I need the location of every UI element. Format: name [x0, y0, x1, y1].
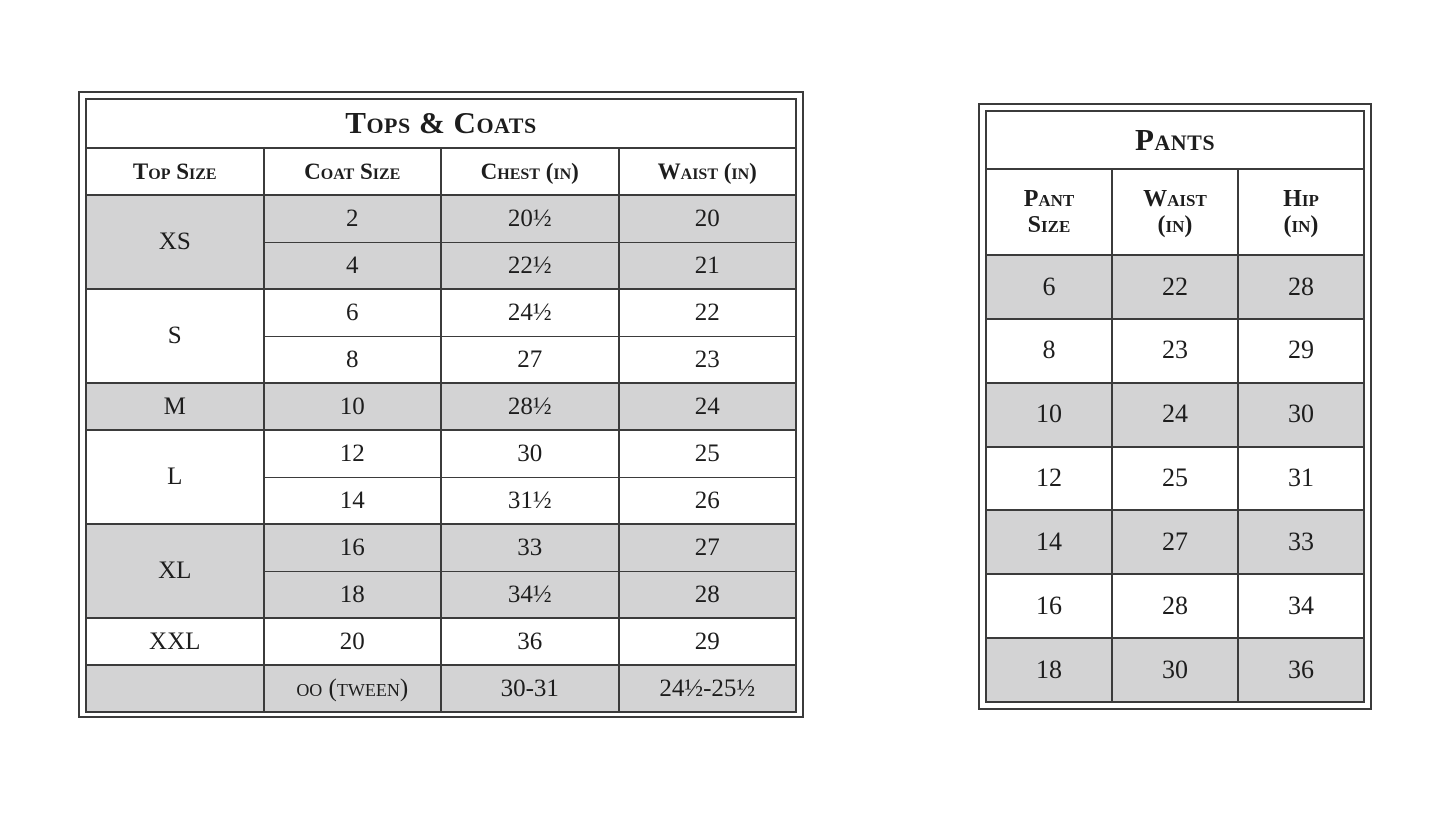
- waist-cell: 23: [1111, 317, 1239, 384]
- chest-cell: 36: [440, 617, 620, 666]
- pants-size-chart: Pants Pant Size Waist (in) Hip (in) 6 22 28 8 23 2…: [978, 103, 1372, 710]
- chest-cell: 30-31: [440, 664, 620, 713]
- table-row: 6 22 28: [985, 254, 1365, 320]
- pants-table: Pants Pant Size Waist (in) Hip (in) 6 22 28 8 23 2…: [985, 110, 1365, 703]
- table-row: 18 30 36: [985, 637, 1365, 703]
- hip-cell: 33: [1237, 509, 1365, 576]
- waist-cell: 25: [617, 429, 797, 478]
- waist-cell: 24½-25½: [617, 664, 797, 713]
- tops-coats-title-row: Tops & Coats: [85, 98, 797, 149]
- chest-cell: 31½: [440, 476, 620, 525]
- waist-cell: 25: [1111, 445, 1239, 512]
- pants-header-row: Pant Size Waist (in) Hip (in): [985, 168, 1365, 256]
- hip-cell: 28: [1237, 254, 1365, 320]
- pants-table-title: Pants: [985, 110, 1365, 170]
- waist-cell: 26: [617, 476, 797, 525]
- waist-cell: 28: [1111, 573, 1239, 640]
- top-size-cell: M: [85, 382, 265, 431]
- pant-size-cell: 14: [985, 509, 1113, 576]
- tops-coats-table: Tops & Coats Top Size Coat Size Chest (in)…: [85, 98, 797, 713]
- pant-size-cell: 6: [985, 254, 1113, 320]
- pant-size-cell: 12: [985, 445, 1113, 512]
- table-row: S 6 24½ 22: [85, 288, 797, 384]
- waist-cell: 29: [617, 617, 797, 666]
- hip-cell: 34: [1237, 573, 1365, 640]
- hip-cell: 29: [1237, 317, 1365, 384]
- hip-cell: 36: [1237, 637, 1365, 703]
- pant-size-cell: 8: [985, 317, 1113, 384]
- coat-size-cell: 2: [262, 194, 442, 243]
- table-row: M 10 28½ 24: [85, 382, 797, 431]
- chest-cell: 28½: [440, 382, 620, 431]
- waist-cell: 27: [1111, 509, 1239, 576]
- table-row: 12 25 31: [985, 445, 1365, 512]
- chest-cell: 24½: [440, 288, 620, 337]
- table-row: XXL 20 36 29: [85, 617, 797, 666]
- pants-title-row: Pants: [985, 110, 1365, 170]
- column-header: Hip (in): [1237, 168, 1365, 256]
- top-size-cell: S: [85, 288, 265, 384]
- coat-size-cell: 8: [262, 335, 442, 384]
- hip-cell: 30: [1237, 381, 1365, 448]
- chest-cell: 22½: [440, 241, 620, 290]
- tops-coats-table-body: XS 2 20½ 20 4 22½ 21 S 6 24½ 22 8 27 23 M 10 28½ 24 L 12 30 2…: [85, 194, 797, 713]
- coat-size-cell: 14: [262, 476, 442, 525]
- column-header: Top Size: [85, 147, 265, 196]
- table-row: XS 2 20½ 20: [85, 194, 797, 290]
- pant-size-cell: 18: [985, 637, 1113, 703]
- tops-coats-size-chart: Tops & Coats Top Size Coat Size Chest (in)…: [78, 91, 804, 718]
- hip-cell: 31: [1237, 445, 1365, 512]
- column-header: Waist (in): [1111, 168, 1239, 256]
- chest-cell: 30: [440, 429, 620, 478]
- chest-cell: 33: [440, 523, 620, 572]
- coat-size-cell: oo (tween): [262, 664, 442, 713]
- coat-size-cell: 18: [262, 570, 442, 619]
- top-size-cell: XL: [85, 523, 265, 619]
- waist-cell: 27: [617, 523, 797, 572]
- coat-size-cell: 10: [262, 382, 442, 431]
- table-row: 14 31½ 26: [86, 476, 797, 525]
- column-header: Coat Size: [262, 147, 442, 196]
- waist-cell: 24: [617, 382, 797, 431]
- table-row: oo (tween) 30-31 24½-25½: [85, 664, 797, 713]
- chest-cell: 27: [440, 335, 620, 384]
- pant-size-cell: 10: [985, 381, 1113, 448]
- table-row: XL 16 33 27: [85, 523, 797, 619]
- tops-coats-table-title: Tops & Coats: [85, 98, 797, 149]
- table-row: 4 22½ 21: [86, 241, 797, 290]
- table-row: 10 24 30: [985, 381, 1365, 448]
- waist-cell: 22: [617, 288, 797, 337]
- waist-cell: 22: [1111, 254, 1239, 320]
- top-size-cell: [85, 664, 265, 713]
- waist-cell: 24: [1111, 381, 1239, 448]
- chest-cell: 34½: [440, 570, 620, 619]
- coat-size-cell: 6: [262, 288, 442, 337]
- top-size-cell: L: [85, 429, 265, 525]
- waist-cell: 28: [617, 570, 797, 619]
- pant-size-cell: 16: [985, 573, 1113, 640]
- waist-cell: 30: [1111, 637, 1239, 703]
- chest-cell: 20½: [440, 194, 620, 243]
- table-row: 14 27 33: [985, 509, 1365, 576]
- table-row: 8 23 29: [985, 317, 1365, 384]
- table-row: L 12 30 25: [85, 429, 797, 525]
- column-header: Waist (in): [617, 147, 797, 196]
- coat-size-cell: 12: [262, 429, 442, 478]
- tops-coats-header-row: Top Size Coat Size Chest (in) Waist (in): [85, 147, 797, 196]
- coat-size-cell: 4: [262, 241, 442, 290]
- top-size-cell: XS: [85, 194, 265, 290]
- waist-cell: 20: [617, 194, 797, 243]
- table-row: 16 28 34: [985, 573, 1365, 640]
- pants-table-body: 6 22 28 8 23 29 10 24 30 12 25 31 14 27 33 16 28 34 18 30 36: [985, 254, 1365, 703]
- waist-cell: 21: [617, 241, 797, 290]
- waist-cell: 23: [617, 335, 797, 384]
- coat-size-cell: 20: [262, 617, 442, 666]
- table-row: 18 34½ 28: [86, 570, 797, 619]
- coat-size-cell: 16: [262, 523, 442, 572]
- top-size-cell: XXL: [85, 617, 265, 666]
- column-header: Chest (in): [440, 147, 620, 196]
- column-header: Pant Size: [985, 168, 1113, 256]
